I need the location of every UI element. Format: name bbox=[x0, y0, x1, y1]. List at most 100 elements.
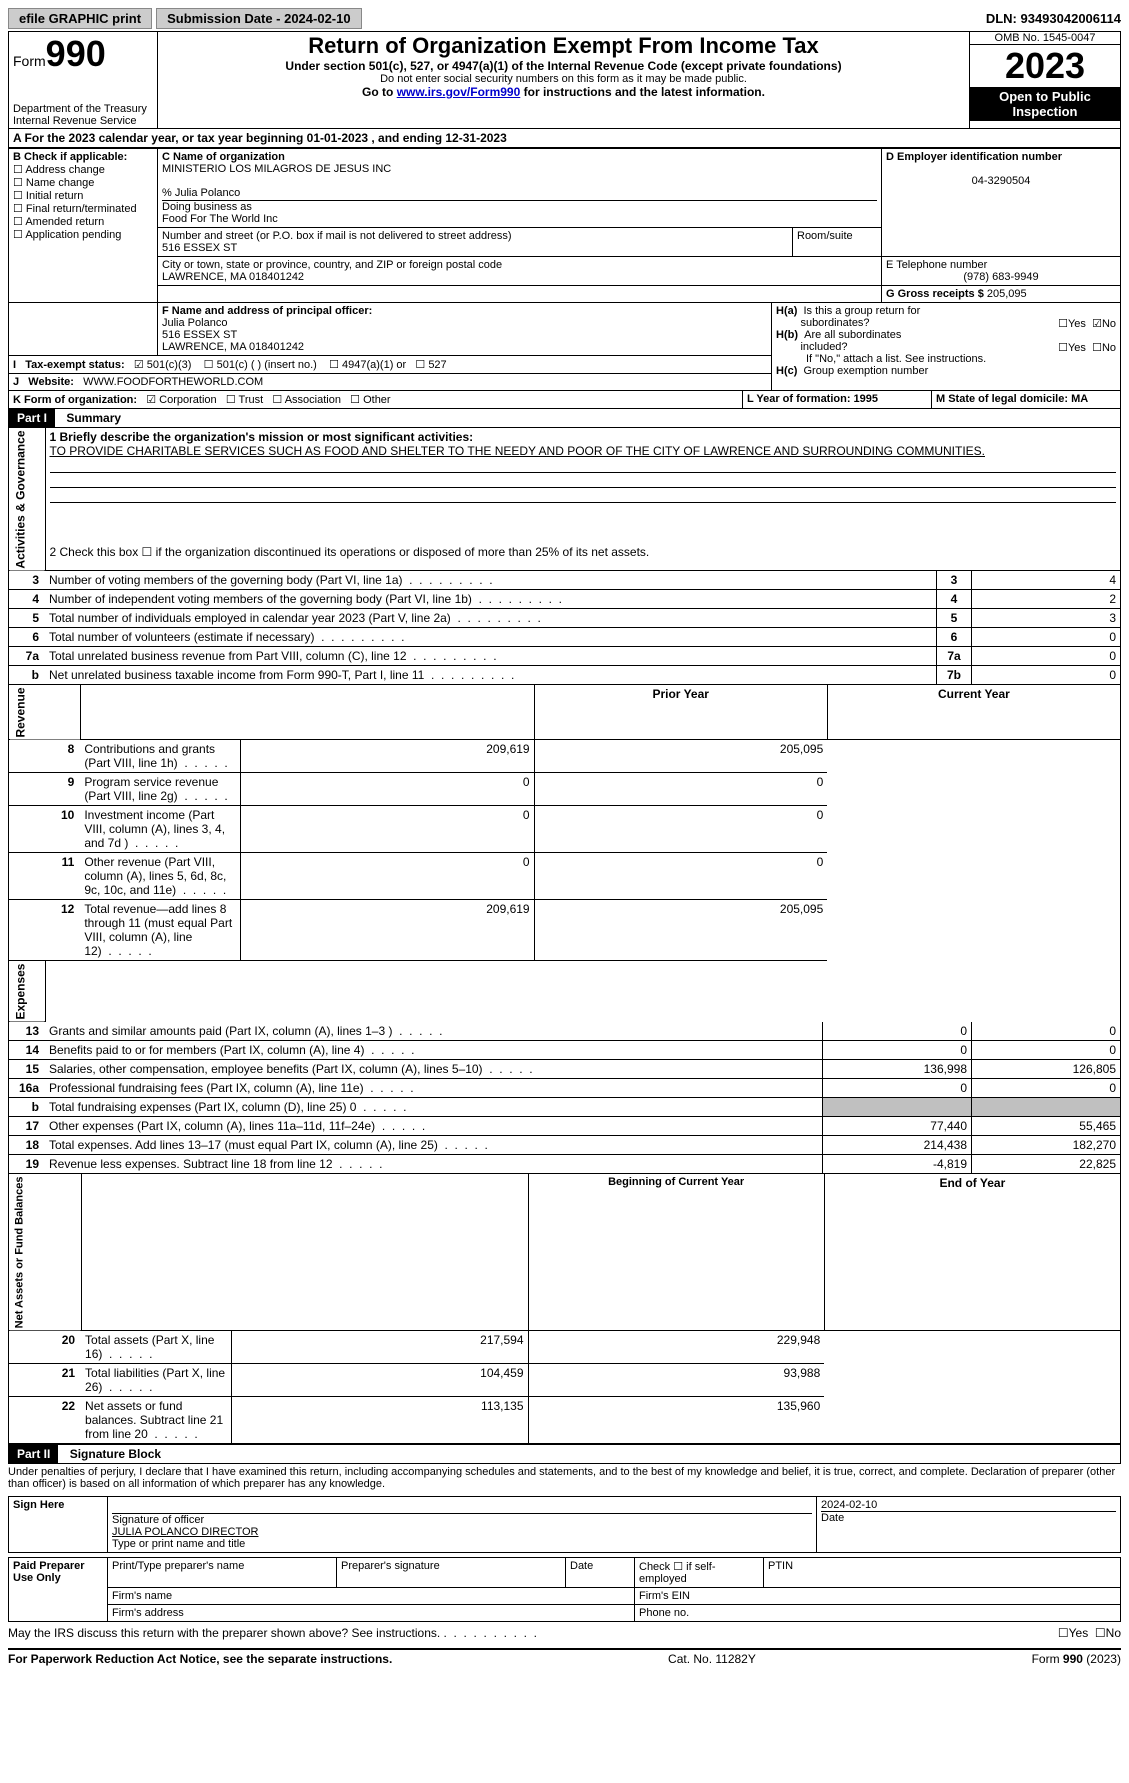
sig-date-label: Date bbox=[821, 1511, 1116, 1524]
line-no: 9 bbox=[9, 773, 81, 806]
box-d-label: D Employer identification number bbox=[886, 151, 1062, 163]
line-no: 8 bbox=[9, 740, 81, 773]
checkbox-4947[interactable]: ☐ bbox=[329, 359, 339, 371]
ha-no-checkbox[interactable]: ☑ bbox=[1092, 318, 1102, 330]
checkbox-527[interactable]: ☐ bbox=[415, 359, 425, 371]
line-text: Net assets or fund balances. Subtract li… bbox=[81, 1396, 232, 1443]
ha-yes-checkbox[interactable]: ☐ bbox=[1058, 318, 1068, 330]
line-value: 2 bbox=[972, 590, 1121, 609]
sign-here-label: Sign Here bbox=[9, 1496, 108, 1552]
line-prior: 209,619 bbox=[241, 740, 534, 773]
care-of: % Julia Polanco bbox=[162, 187, 240, 199]
room-suite-label: Room/suite bbox=[793, 228, 882, 257]
line-no: 10 bbox=[9, 806, 81, 853]
preparer-sig-label: Preparer's signature bbox=[337, 1557, 566, 1587]
line-ref: 7a bbox=[937, 647, 972, 666]
line-text: Benefits paid to or for members (Part IX… bbox=[45, 1041, 823, 1060]
header-info-table: B Check if applicable: ☐ Address change … bbox=[8, 148, 1121, 303]
checkbox-association[interactable]: ☐ bbox=[272, 394, 282, 406]
line-text: Total assets (Part X, line 16) . . . . . bbox=[81, 1330, 232, 1363]
form-label: Form bbox=[13, 53, 46, 69]
prior-year-header: Prior Year bbox=[534, 685, 827, 740]
line-current: 135,960 bbox=[528, 1396, 824, 1443]
part-2-header: Part II bbox=[9, 1445, 58, 1463]
irs-link[interactable]: www.irs.gov/Form990 bbox=[397, 85, 521, 99]
efile-print-button[interactable]: efile GRAPHIC print bbox=[8, 8, 152, 29]
line-text: Investment income (Part VIII, column (A)… bbox=[80, 806, 241, 853]
line-current: 93,988 bbox=[528, 1363, 824, 1396]
line-text: Other expenses (Part IX, column (A), lin… bbox=[45, 1117, 823, 1136]
paid-preparer-label: Paid Preparer Use Only bbox=[9, 1557, 108, 1621]
line-no: 3 bbox=[9, 571, 46, 590]
line-current: 182,270 bbox=[972, 1136, 1121, 1155]
checkbox-other[interactable]: ☐ bbox=[350, 394, 360, 406]
line-value: 0 bbox=[972, 628, 1121, 647]
checkbox-501c[interactable]: ☐ bbox=[204, 359, 214, 371]
box-i-label: I Tax-exempt status: bbox=[13, 359, 125, 371]
box-k-label: K Form of organization: bbox=[13, 394, 137, 406]
line-text: Total revenue—add lines 8 through 11 (mu… bbox=[80, 900, 241, 961]
line-no: 16a bbox=[9, 1079, 46, 1098]
page-footer: For Paperwork Reduction Act Notice, see … bbox=[8, 1648, 1121, 1666]
checkbox-trust[interactable]: ☐ bbox=[226, 394, 236, 406]
checkbox-address-change[interactable]: ☐ Address change bbox=[13, 164, 105, 176]
type-title-label: Type or print name and title bbox=[112, 1538, 245, 1550]
line-text: Professional fundraising fees (Part IX, … bbox=[45, 1079, 823, 1098]
sign-here-block: Sign Here Signature of officer JULIA POL… bbox=[8, 1496, 1121, 1553]
checkbox-501c3[interactable]: ☑ bbox=[134, 359, 144, 371]
part-2-title: Signature Block bbox=[62, 1447, 161, 1461]
line-prior: -4,819 bbox=[823, 1155, 972, 1174]
hb-note: If "No," attach a list. See instructions… bbox=[776, 353, 1116, 365]
line-current: 0 bbox=[972, 1022, 1121, 1041]
line-text: Grants and similar amounts paid (Part IX… bbox=[45, 1022, 823, 1041]
hb-no-checkbox[interactable]: ☐ bbox=[1092, 342, 1102, 354]
line-current: 22,825 bbox=[972, 1155, 1121, 1174]
box-j-label: J Website: bbox=[13, 376, 74, 388]
phone-no-label: Phone no. bbox=[635, 1604, 1121, 1621]
line-no: 21 bbox=[9, 1363, 82, 1396]
line-text: Total unrelated business revenue from Pa… bbox=[45, 647, 937, 666]
irs-discuss-no-checkbox[interactable]: ☐ bbox=[1095, 1626, 1106, 1640]
line-no: 22 bbox=[9, 1396, 82, 1443]
line-no: 20 bbox=[9, 1330, 82, 1363]
officer-signature-name: JULIA POLANCO DIRECTOR bbox=[112, 1526, 259, 1538]
dln-label: DLN: 93493042006114 bbox=[986, 11, 1121, 26]
line-no: 11 bbox=[9, 853, 81, 900]
line-no: b bbox=[9, 1098, 46, 1117]
line-current: 205,095 bbox=[534, 900, 827, 961]
checkbox-name-change[interactable]: ☐ Name change bbox=[13, 177, 94, 189]
line-text: Salaries, other compensation, employee b… bbox=[45, 1060, 823, 1079]
box-l: L Year of formation: 1995 bbox=[743, 391, 932, 409]
line-ref: 4 bbox=[937, 590, 972, 609]
officer-group-table: F Name and address of principal officer:… bbox=[8, 303, 1121, 391]
officer-street: 516 ESSEX ST bbox=[162, 329, 237, 341]
line-current bbox=[972, 1098, 1121, 1117]
checkbox-initial-return[interactable]: ☐ Initial return bbox=[13, 190, 83, 202]
line-ref: 7b bbox=[937, 666, 972, 685]
form-subtitle-1: Under section 501(c), 527, or 4947(a)(1)… bbox=[162, 59, 965, 73]
line-prior: 0 bbox=[823, 1041, 972, 1060]
line-prior: 0 bbox=[241, 806, 534, 853]
irs-discuss-yes-checkbox[interactable]: ☐ bbox=[1058, 1626, 1069, 1640]
current-year-header: Current Year bbox=[827, 685, 1120, 740]
checkbox-application-pending[interactable]: ☐ Application pending bbox=[13, 229, 121, 241]
footer-right: Form 990 (2023) bbox=[1032, 1652, 1121, 1666]
line-prior: 217,594 bbox=[232, 1330, 528, 1363]
end-year-header: End of Year bbox=[824, 1174, 1120, 1330]
may-irs-discuss: May the IRS discuss this return with the… bbox=[8, 1622, 1121, 1644]
line-prior: 104,459 bbox=[232, 1363, 528, 1396]
checkbox-amended-return[interactable]: ☐ Amended return bbox=[13, 216, 104, 228]
line-current: 0 bbox=[972, 1041, 1121, 1060]
hb-yes-checkbox[interactable]: ☐ bbox=[1058, 342, 1068, 354]
checkbox-final-return[interactable]: ☐ Final return/terminated bbox=[13, 203, 137, 215]
ptin-label: PTIN bbox=[764, 1557, 1121, 1587]
checkbox-corporation[interactable]: ☑ bbox=[146, 394, 156, 406]
open-to-public-badge: Open to Public Inspection bbox=[970, 87, 1120, 121]
line-prior: 136,998 bbox=[823, 1060, 972, 1079]
paid-preparer-block: Paid Preparer Use Only Print/Type prepar… bbox=[8, 1557, 1121, 1622]
line-current: 0 bbox=[534, 853, 827, 900]
box-b-header: B Check if applicable: bbox=[13, 151, 127, 163]
line-text: Total expenses. Add lines 13–17 (must eq… bbox=[45, 1136, 823, 1155]
dba-label: Doing business as bbox=[162, 201, 252, 213]
line-prior bbox=[823, 1098, 972, 1117]
